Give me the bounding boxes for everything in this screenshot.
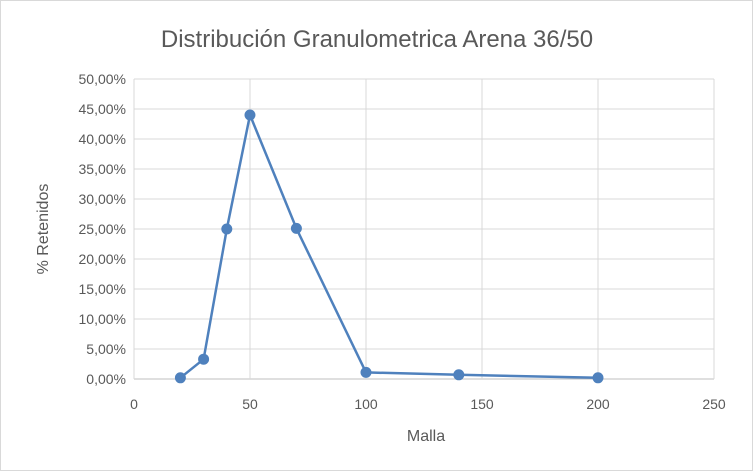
- x-tick-label: 50: [242, 396, 258, 412]
- data-point: [453, 369, 465, 381]
- x-axis-ticks: 0 50 100 150 200 250: [130, 396, 726, 412]
- x-axis-title: Malla: [407, 428, 445, 445]
- chart-title: Distribución Granulometrica Arena 36/50: [161, 26, 593, 53]
- y-tick-label: 0,00%: [86, 371, 126, 387]
- y-tick-label: 45,00%: [79, 101, 126, 117]
- y-tick-label: 15,00%: [79, 281, 126, 297]
- x-tick-label: 250: [702, 396, 726, 412]
- y-tick-label: 40,00%: [79, 131, 126, 147]
- x-tick-label: 0: [130, 396, 138, 412]
- data-point: [290, 222, 302, 234]
- x-tick-label: 100: [354, 396, 378, 412]
- y-axis-ticks: 0,00% 5,00% 10,00% 15,00% 20,00% 25,00% 30,00%…: [79, 71, 126, 387]
- y-tick-label: 50,00%: [79, 71, 126, 87]
- y-tick-label: 30,00%: [79, 191, 126, 207]
- y-tick-label: 10,00%: [79, 311, 126, 327]
- x-tick-label: 150: [470, 396, 494, 412]
- y-axis-title: % Retenidos: [35, 184, 52, 275]
- y-tick-label: 25,00%: [79, 221, 126, 237]
- data-point: [360, 366, 372, 378]
- data-point: [592, 372, 604, 384]
- data-point: [198, 353, 210, 365]
- y-tick-label: 20,00%: [79, 251, 126, 267]
- x-tick-label: 200: [586, 396, 610, 412]
- y-tick-label: 5,00%: [86, 341, 126, 357]
- data-point: [244, 109, 256, 121]
- series-line: [179, 113, 599, 380]
- data-series: [174, 109, 604, 384]
- gridlines: [133, 78, 715, 380]
- y-tick-label: 35,00%: [79, 161, 126, 177]
- data-point: [174, 372, 186, 384]
- data-point: [221, 223, 233, 235]
